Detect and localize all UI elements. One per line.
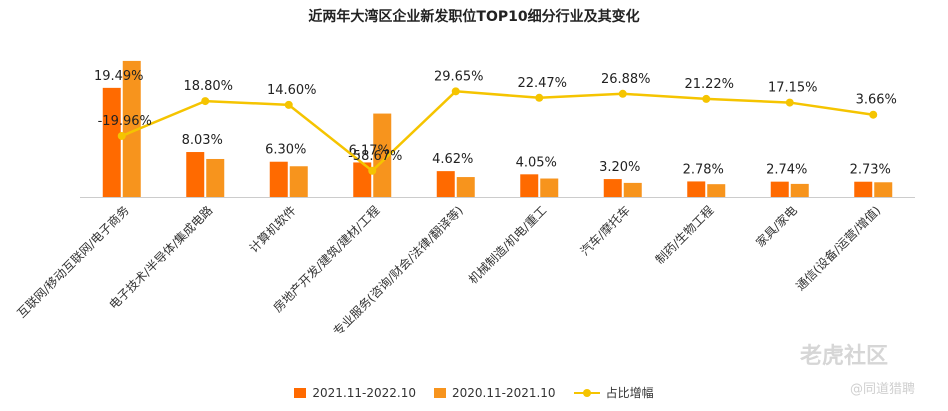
line-label-10: 3.66% xyxy=(856,93,897,108)
bar-2021-1 xyxy=(122,60,141,197)
bar-2021-10 xyxy=(874,182,893,197)
legend-swatch-series-2 xyxy=(433,387,446,398)
legend-item-series-2: 2020.11-2021.10 xyxy=(433,385,556,400)
x-tick-label-8: 制药/生物工程 xyxy=(652,203,716,267)
watermark-author: @同道猎聘 xyxy=(850,382,916,397)
legend-swatch-series-3 xyxy=(573,388,600,398)
bar-label-2022-5: 4.62% xyxy=(432,152,473,167)
line-point-6 xyxy=(535,93,544,102)
line-point-4 xyxy=(368,166,377,175)
x-tick-label-3: 计算机软件 xyxy=(246,203,299,256)
line-point-5 xyxy=(451,87,460,96)
bar-2022-9 xyxy=(770,181,789,197)
line-label-6: 22.47% xyxy=(517,76,567,91)
bar-label-2022-2: 8.03% xyxy=(182,133,223,148)
bar-2021-3 xyxy=(289,166,308,197)
line-label-5: 29.65% xyxy=(434,69,484,84)
bar-label-2022-6: 4.05% xyxy=(516,155,557,170)
line-point-10 xyxy=(869,110,878,119)
line-label-3: 14.60% xyxy=(267,83,317,98)
x-tick-label-7: 汽车/摩托车 xyxy=(577,203,633,259)
bar-2021-7 xyxy=(623,182,642,197)
line-label-1: -19.96% xyxy=(98,114,152,129)
bar-2022-5 xyxy=(436,171,455,197)
bar-label-2022-4: 6.17% xyxy=(349,143,390,158)
bar-2022-2 xyxy=(186,152,205,197)
bar-label-2022-3: 6.30% xyxy=(265,143,306,158)
legend-item-series-1: 2021.11-2022.10 xyxy=(294,386,416,400)
bar-2021-4 xyxy=(373,113,392,197)
line-growth-series xyxy=(121,90,874,173)
bar-2021-5 xyxy=(456,177,475,197)
line-point-7 xyxy=(618,89,627,98)
chart-title: 近两年大湾区企业新发职位TOP10细分行业及其变化 xyxy=(308,9,640,25)
line-point-3 xyxy=(284,100,293,109)
bar-2022-6 xyxy=(520,174,539,197)
x-tick-label-9: 家具/家电 xyxy=(752,203,799,250)
line-point-9 xyxy=(785,98,794,107)
chart-plot: 19.49%互联网/移动互联网/电子商务8.03%电子技术/半导体/集成电路6.… xyxy=(14,60,915,339)
line-label-8: 21.22% xyxy=(684,77,734,92)
x-tick-label-6: 机械制造/机电/重工 xyxy=(465,203,549,287)
bar-2022-7 xyxy=(603,179,622,197)
bar-2022-3 xyxy=(269,161,288,197)
bar-2022-10 xyxy=(854,181,873,197)
line-point-1 xyxy=(117,131,126,140)
legend-item-series-3: 占比增幅 xyxy=(573,384,654,401)
bar-label-2022-1: 19.49% xyxy=(94,69,144,84)
legend-label-series-3: 占比增幅 xyxy=(605,386,654,400)
bar-2022-4 xyxy=(353,162,372,197)
line-label-4: -58.67% xyxy=(348,149,402,164)
bar-label-2022-7: 3.20% xyxy=(599,160,640,175)
bar-2022-8 xyxy=(687,181,706,197)
bar-2021-6 xyxy=(540,178,559,197)
bar-2022-1 xyxy=(102,87,121,197)
bar-2021-2 xyxy=(206,158,225,197)
line-point-2 xyxy=(201,97,210,106)
bar-2021-9 xyxy=(790,183,809,197)
line-point-8 xyxy=(702,94,711,103)
bar-label-2022-10: 2.73% xyxy=(850,163,891,178)
bar-label-2022-8: 2.78% xyxy=(683,162,724,177)
legend-swatch-series-1 xyxy=(294,387,307,398)
bar-label-2022-9: 2.74% xyxy=(766,163,807,178)
watermark-logo: 老虎社区 xyxy=(800,344,889,369)
legend: 2021.11-2022.10 2020.11-2021.10 占比增幅 xyxy=(0,384,948,401)
line-label-7: 26.88% xyxy=(601,72,651,87)
x-tick-label-10: 通信(设备/运营/增值) xyxy=(793,203,884,294)
line-label-9: 17.15% xyxy=(768,81,818,96)
legend-label-series-2: 2020.11-2021.10 xyxy=(451,385,556,400)
x-tick-label-5: 专业服务(咨询/财会/法律/翻译等) xyxy=(330,203,466,339)
bar-2021-8 xyxy=(707,184,726,197)
line-label-2: 18.80% xyxy=(183,79,233,94)
legend-label-series-1: 2021.11-2022.10 xyxy=(312,385,416,400)
